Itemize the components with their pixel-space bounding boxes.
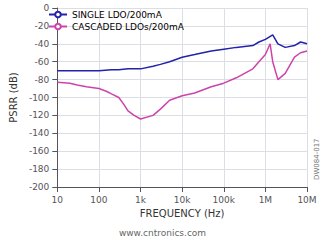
svg-text:-100: -100 (29, 93, 50, 103)
svg-text:0: 0 (44, 3, 50, 13)
svg-text:-20: -20 (35, 21, 50, 31)
svg-text:1M: 1M (259, 195, 273, 205)
svg-text:100: 100 (90, 195, 107, 205)
svg-text:-180: -180 (29, 164, 50, 174)
svg-text:-40: -40 (35, 39, 50, 49)
svg-text:PSRR (dB): PSRR (dB) (8, 72, 19, 123)
svg-text:-120: -120 (29, 110, 50, 120)
svg-text:-200: -200 (29, 182, 50, 192)
svg-text:-60: -60 (35, 57, 50, 67)
svg-text:1k: 1k (135, 195, 147, 205)
svg-text:-80: -80 (35, 75, 50, 85)
svg-text:10M: 10M (297, 195, 316, 205)
svg-text:10: 10 (52, 195, 64, 205)
svg-text:-140: -140 (29, 128, 50, 138)
svg-text:-160: -160 (29, 146, 50, 156)
svg-text:FREQUENCY (Hz): FREQUENCY (Hz) (140, 208, 225, 219)
svg-text:CASCADED LDOs/200mA: CASCADED LDOs/200mA (72, 22, 185, 32)
svg-text:10k: 10k (174, 195, 191, 205)
svg-text:100k: 100k (213, 195, 236, 205)
svg-text:DW084-017: DW084-017 (313, 138, 321, 180)
svg-text:www.cntronics.com: www.cntronics.com (119, 228, 206, 238)
svg-text:SINGLE LDO/200mA: SINGLE LDO/200mA (72, 10, 163, 20)
